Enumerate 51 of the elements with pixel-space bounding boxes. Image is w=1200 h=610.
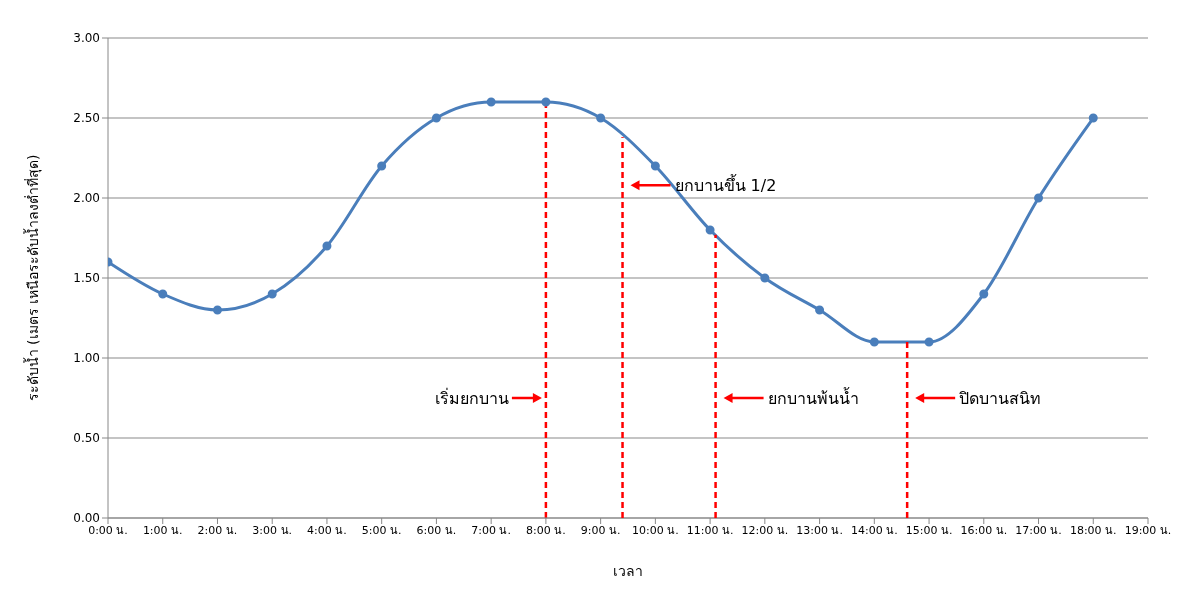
annotation: ปิดบานสนิท bbox=[959, 388, 1042, 408]
x-tick-label: 19:00 น. bbox=[1124, 523, 1172, 537]
point bbox=[431, 113, 441, 123]
point bbox=[377, 161, 387, 171]
x-tick-label: 7:00 น. bbox=[471, 523, 512, 537]
annotation: ยกบานขึ้น 1/2 bbox=[674, 173, 777, 195]
y-tick-label: 0.00 bbox=[73, 511, 100, 526]
point bbox=[869, 337, 879, 347]
point bbox=[322, 241, 332, 251]
x-tick-label: 4:00 น. bbox=[307, 523, 347, 537]
y-tick-label: 0.50 bbox=[73, 431, 100, 446]
x-tick-label: 15:00 น. bbox=[905, 523, 953, 537]
x-tick-label: 16:00 น. bbox=[960, 523, 1008, 537]
point bbox=[1034, 193, 1044, 203]
point bbox=[267, 289, 277, 299]
point bbox=[1088, 113, 1098, 123]
point bbox=[760, 273, 770, 283]
x-tick-label: 5:00 น. bbox=[361, 523, 402, 537]
x-tick-label: 8:00 น. bbox=[526, 523, 566, 537]
annotation: ยกบานพ้นน้ำ bbox=[767, 386, 859, 408]
point bbox=[705, 225, 715, 235]
point bbox=[212, 305, 222, 315]
x-axis-title: เวลา bbox=[613, 563, 643, 579]
point bbox=[158, 289, 168, 299]
x-tick-label: 3:00 น. bbox=[252, 523, 293, 537]
x-tick-label: 14:00 น. bbox=[850, 523, 898, 537]
point bbox=[979, 289, 989, 299]
x-tick-label: 11:00 น. bbox=[686, 523, 734, 537]
y-tick-label: 3.00 bbox=[73, 31, 100, 46]
x-tick-label: 18:00 น. bbox=[1069, 523, 1117, 537]
x-tick-label: 13:00 น. bbox=[796, 523, 843, 537]
x-tick-label: 1:00 น. bbox=[142, 523, 183, 537]
x-tick-label: 0:00 น. bbox=[88, 523, 128, 537]
point bbox=[486, 97, 496, 107]
point bbox=[650, 161, 660, 171]
x-tick-label: 9:00 น. bbox=[580, 523, 621, 537]
y-axis-title: ระดับน้ำ (เมตร เหนือระดับน้ำลงต่ำที่สุด) bbox=[22, 154, 42, 402]
point bbox=[596, 113, 606, 123]
x-tick-label: 6:00 น. bbox=[416, 523, 457, 537]
x-tick-label: 10:00 น. bbox=[632, 523, 679, 537]
x-tick-label: 12:00 น. bbox=[741, 523, 789, 537]
point bbox=[815, 305, 825, 315]
x-tick-label: 17:00 น. bbox=[1015, 523, 1062, 537]
point bbox=[541, 97, 551, 107]
y-tick-label: 2.50 bbox=[73, 111, 100, 126]
x-tick-label: 2:00 น. bbox=[197, 523, 238, 537]
y-tick-label: 1.00 bbox=[73, 351, 100, 366]
point bbox=[924, 337, 934, 347]
y-tick-label: 1.50 bbox=[73, 271, 100, 286]
ref-line-label: เริ่มยกบาน bbox=[434, 386, 509, 408]
y-tick-label: 2.00 bbox=[73, 191, 100, 206]
